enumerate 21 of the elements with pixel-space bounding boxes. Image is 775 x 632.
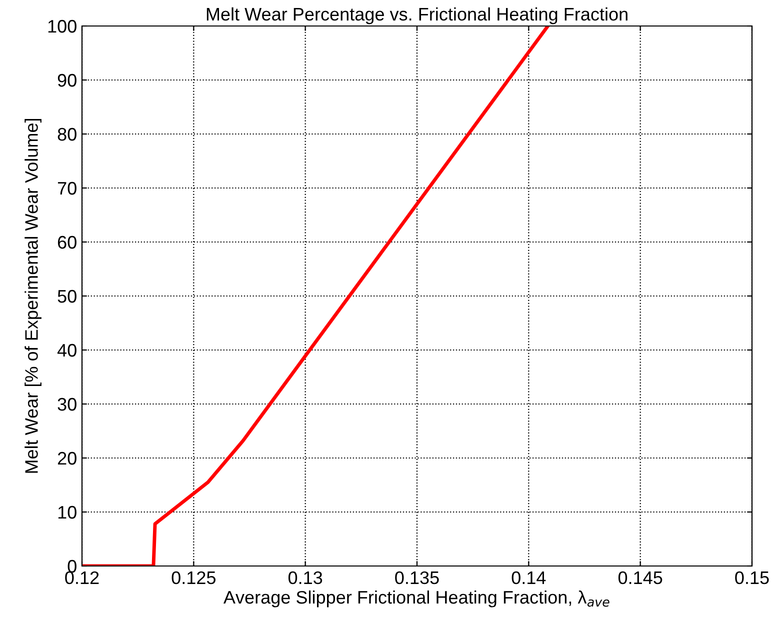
x-tick-label: 0.12 [65,571,99,584]
x-tick-label: 0.135 [395,571,439,584]
x-tick-label: 0.13 [288,571,322,584]
y-tick-label: 50 [58,290,76,303]
y-tick-label: 70 [58,182,76,195]
y-tick-label: 20 [58,452,76,465]
y-tick-label: 80 [58,128,76,141]
x-tick-label: 0.125 [172,571,216,584]
y-tick-label: 90 [58,74,76,87]
y-tick-label: 0 [68,560,76,573]
y-tick-label: 30 [58,398,76,411]
y-tick-label: 60 [58,236,76,249]
y-tick-label: 10 [58,506,76,519]
x-tick-label: 0.15 [735,571,769,584]
y-tick-label: 100 [48,20,76,33]
y-tick-label: 40 [57,344,76,357]
x-tick-label: 0.145 [618,571,662,584]
y-axis-title: Melt Wear [% of Experimental Wear Volume] [24,118,42,473]
x-axis-title: Average Slipper Frictional Heating Fraction, λ$_{ave}$ [223,590,610,608]
chart-title: Melt Wear Percentage vs. Frictional Heating Fraction [206,7,628,24]
x-tick-label: 0.14 [512,571,546,584]
